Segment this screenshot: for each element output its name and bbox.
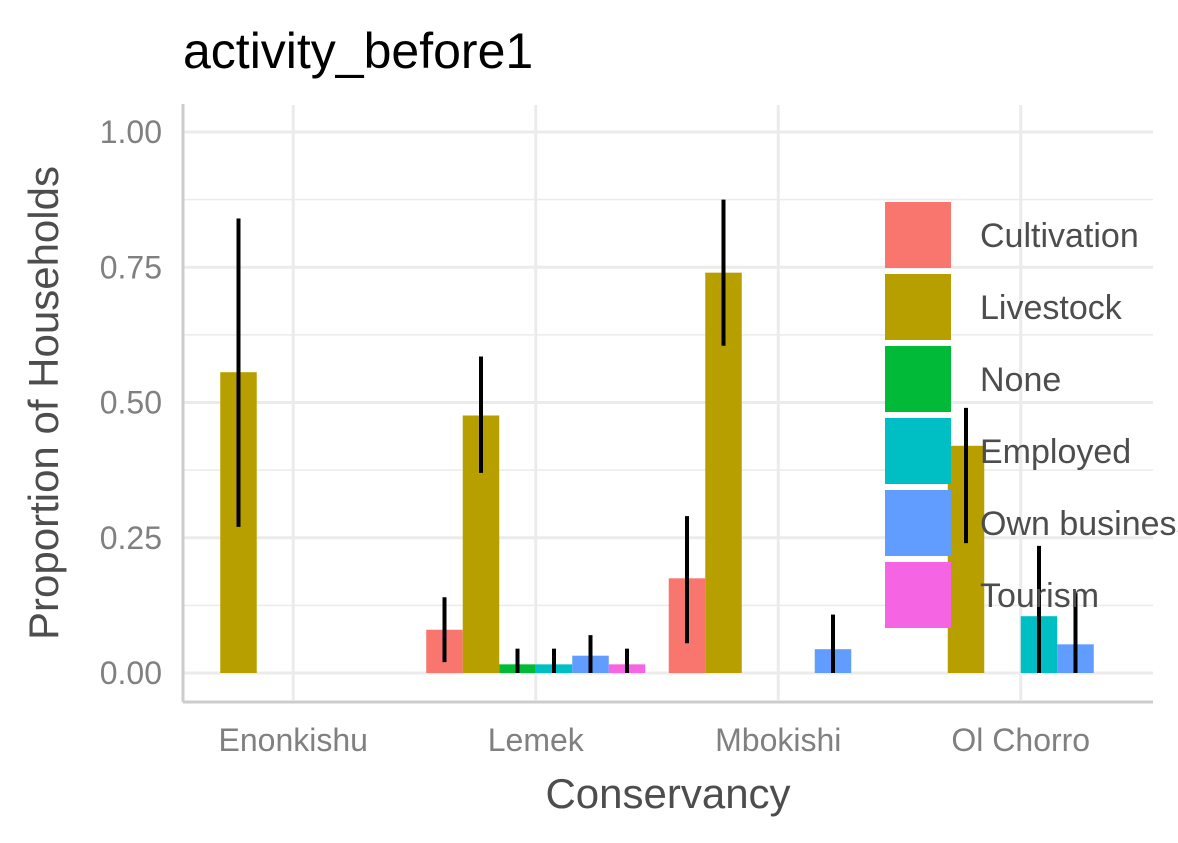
x-tick-label: Ol Chorro [951,722,1090,758]
legend-key-employed [885,418,951,484]
x-tick-label: Enonkishu [219,722,368,758]
legend-key-own-business [885,490,951,556]
legend: Cultivation Livestock None Employed Own busi… [885,202,1178,628]
legend-key-tourism [885,562,951,628]
y-tick-label: 1.00 [100,114,162,150]
x-axis-title: Conservancy [545,770,790,817]
legend-label-livestock: Livestock [980,289,1123,327]
y-tick-label: 0.25 [100,520,162,556]
legend-label-none: None [980,361,1061,399]
legend-key-none [885,346,951,412]
y-ticks: 0.00 0.25 0.50 0.75 1.00 [100,114,162,691]
y-axis-title: Proportion of Households [20,166,67,640]
legend-key-cultivation [885,202,951,268]
axes [181,104,1153,704]
legend-label-own-business: Own business [980,505,1178,543]
y-tick-label: 0.00 [100,655,162,691]
x-ticks: Enonkishu Lemek Mbokishi Ol Chorro [219,722,1091,758]
legend-key-livestock [885,274,951,340]
legend-label-cultivation: Cultivation [980,217,1139,255]
chart-title: activity_before1 [183,23,533,79]
x-tick-label: Lemek [488,722,585,758]
bars [220,272,1094,673]
legend-label-employed: Employed [980,433,1131,471]
error-bars [236,199,1078,673]
grid [183,104,1153,701]
x-tick-label: Mbokishi [715,722,841,758]
legend-label-tourism: Tourism [980,577,1099,615]
y-tick-label: 0.50 [100,385,162,421]
y-tick-label: 0.75 [100,249,162,285]
